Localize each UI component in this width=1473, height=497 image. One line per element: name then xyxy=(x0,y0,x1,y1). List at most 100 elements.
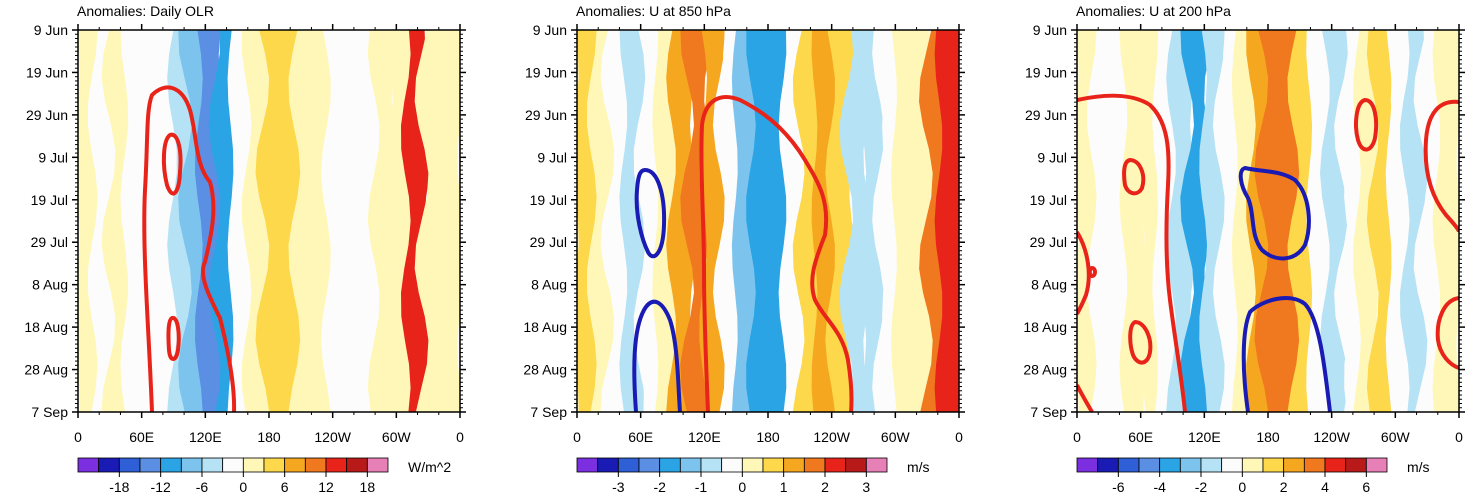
colorbar-label: 2 xyxy=(1280,479,1288,495)
negative-contour-10 xyxy=(1238,166,1311,261)
panel-title: Anomalies: Daily OLR xyxy=(77,3,214,19)
band-352 xyxy=(934,30,959,412)
hovmoller-panel-3: Anomalies: U at 200 hPa 9 Jun 19 Jun 29 Jun… xyxy=(1023,3,1465,495)
colorbar-swatch xyxy=(1159,457,1181,473)
colorbar-swatch xyxy=(700,457,723,473)
positive-contour-6 xyxy=(1077,230,1091,315)
y-tick-label: 28 Aug xyxy=(1023,362,1067,378)
y-tick-label: 7 Sep xyxy=(530,404,567,420)
y-tick-label: 9 Jun xyxy=(1033,22,1067,38)
positive-contour-7 xyxy=(1087,266,1097,278)
x-tick-label: 60E xyxy=(1128,429,1153,445)
colorbar-swatch xyxy=(1179,457,1202,473)
colorbar-label: 0 xyxy=(738,479,746,495)
colorbar-swatch xyxy=(659,457,681,473)
x-tick-label: 0 xyxy=(955,429,963,445)
y-tick-label: 7 Sep xyxy=(31,404,68,420)
band-260 xyxy=(1334,30,1372,412)
band-350 xyxy=(1432,30,1459,412)
x-tick-label: 0 xyxy=(1073,429,1081,445)
colorbar-swatch xyxy=(366,457,389,473)
positive-contour-3 xyxy=(1128,320,1153,365)
y-tick-label: 19 Jun xyxy=(525,64,567,80)
x-tick-label: 60E xyxy=(628,429,653,445)
colorbar-label: 6 xyxy=(1362,479,1370,495)
colorbar-swatch xyxy=(1345,457,1367,473)
x-tick-label: 180 xyxy=(257,429,281,445)
colorbar-label: 3 xyxy=(862,479,870,495)
colorbar-swatch xyxy=(325,457,348,473)
shaded-field xyxy=(1077,30,1459,412)
y-tick-label: 19 Jul xyxy=(1030,192,1067,208)
colorbar-label: -6 xyxy=(1112,479,1125,495)
positive-contour-2 xyxy=(161,132,183,196)
y-tick-label: 18 Aug xyxy=(523,319,567,335)
colorbar-label: -18 xyxy=(109,479,129,495)
band-115 xyxy=(1180,30,1218,412)
y-tick-label: 29 Jul xyxy=(530,234,567,250)
y-tick-label: 9 Jul xyxy=(1037,149,1067,165)
colorbar-swatch xyxy=(597,457,619,473)
y-tick-label: 19 Jun xyxy=(26,64,68,80)
colorbar-swatch xyxy=(284,457,306,473)
colorbar-swatch xyxy=(1303,457,1326,473)
colorbar-swatch xyxy=(98,457,120,473)
y-tick-label: 29 Jul xyxy=(31,234,68,250)
y-tick-label: 8 Aug xyxy=(32,277,68,293)
colorbar-label: -12 xyxy=(151,479,171,495)
band-260 xyxy=(335,30,373,412)
colorbar-swatch xyxy=(139,457,162,473)
band-115 xyxy=(680,30,718,412)
colorbar-label: 12 xyxy=(318,479,334,495)
colorbar-swatch xyxy=(679,457,702,473)
x-tick-label: 120W xyxy=(314,429,351,445)
colorbar-swatch xyxy=(1241,457,1264,473)
positive-contour-8 xyxy=(1435,296,1459,370)
y-tick-label: 28 Aug xyxy=(24,362,68,378)
band-265 xyxy=(839,30,877,412)
panel-title: Anomalies: U at 850 hPa xyxy=(576,3,731,19)
shaded-field xyxy=(577,30,959,412)
colorbar: -6 -4 -2 0 2 4 6 m/s xyxy=(1076,457,1430,495)
panel-title: Anomalies: U at 200 hPa xyxy=(1076,3,1231,19)
colorbar-unit: m/s xyxy=(1407,459,1430,475)
colorbar-label: -2 xyxy=(653,479,666,495)
y-tick-label: 9 Jun xyxy=(533,22,567,38)
colorbar-swatch xyxy=(77,457,100,473)
y-tick-label: 8 Aug xyxy=(1031,277,1067,293)
negative-contour-1 xyxy=(634,168,667,259)
positive-contour-3 xyxy=(699,95,854,412)
colorbar-label: 2 xyxy=(821,479,829,495)
y-tick-label: 29 Jun xyxy=(525,107,567,123)
y-tick-label: 19 Jun xyxy=(1025,64,1067,80)
colorbar-label: 0 xyxy=(239,479,247,495)
colorbar: -3 -2 -1 0 1 2 3 m/s xyxy=(576,457,930,495)
positive-contour-2 xyxy=(1122,158,1146,196)
y-tick-label: 29 Jun xyxy=(26,107,68,123)
band-185 xyxy=(255,30,294,412)
x-tick-label: 120E xyxy=(688,429,721,445)
colorbar-swatch xyxy=(160,457,182,473)
colorbar-swatch xyxy=(1117,457,1140,473)
colorbar-swatch xyxy=(845,457,867,473)
y-tick-label: 18 Aug xyxy=(24,319,68,335)
colorbar-swatch xyxy=(803,457,826,473)
colorbar-swatch xyxy=(304,457,327,473)
colorbar-label: 0 xyxy=(1238,479,1246,495)
y-tick-label: 19 Jul xyxy=(530,192,567,208)
x-tick-label: 60W xyxy=(881,429,911,445)
y-tick-label: 18 Aug xyxy=(1023,319,1067,335)
band-185 xyxy=(1254,30,1293,412)
colorbar-unit: m/s xyxy=(907,459,930,475)
negative-contour-2 xyxy=(632,299,682,412)
positive-contour-9 xyxy=(1077,384,1094,412)
band-190 xyxy=(759,30,798,412)
x-tick-label: 0 xyxy=(1455,429,1463,445)
colorbar-swatch xyxy=(1097,457,1119,473)
colorbar-label: 1 xyxy=(780,479,788,495)
colorbar-swatch xyxy=(201,457,224,473)
colorbar-label: -1 xyxy=(695,479,708,495)
positive-contour-5 xyxy=(1423,99,1459,233)
colorbar-swatch xyxy=(721,457,743,473)
